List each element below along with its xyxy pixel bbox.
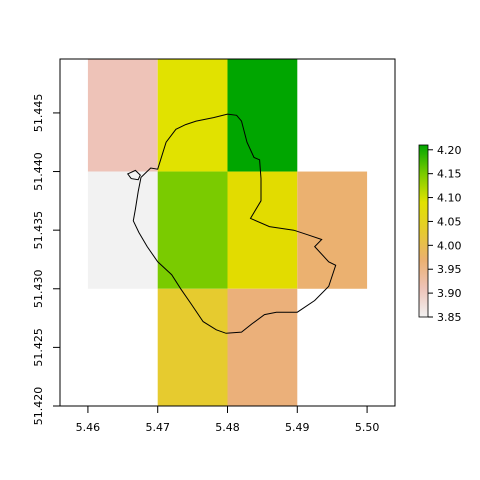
x-tick-label: 5.50 [355,421,380,434]
x-tick-label: 5.48 [215,421,240,434]
y-tick-label: 51.425 [32,328,45,367]
legend-tick-label: 3.85 [437,311,462,324]
raster-cell [227,288,298,406]
legend-tick-label: 3.95 [437,263,462,276]
raster-cell [297,171,368,289]
boundary-line [132,113,337,334]
y-tick-label: 51.445 [32,94,45,133]
legend-tick-label: 4.10 [437,192,462,205]
raster-cell [227,59,298,172]
x-axis: 5.46 5.47 5.48 5.49 5.50 [76,406,380,434]
y-tick-label: 51.440 [32,152,45,191]
y-axis: 51.420 51.425 51.430 51.435 51.440 51.445 [32,94,60,426]
boundary-outline [126,113,337,334]
raster-cell [157,288,228,406]
y-tick-label: 51.420 [32,387,45,426]
y-tick-label: 51.435 [32,211,45,250]
raster-cell [227,171,298,289]
x-tick-label: 5.49 [285,421,310,434]
raster-cell [87,171,158,289]
legend-colorbar [418,144,429,318]
x-tick-label: 5.47 [145,421,170,434]
raster-cells [87,59,368,406]
legend-tick-label: 4.00 [437,239,462,252]
x-tick-label: 5.46 [76,421,101,434]
legend-tick-label: 4.05 [437,215,462,228]
raster-cell [157,171,228,289]
legend-tick-label: 3.90 [437,287,462,300]
legend-tick-label: 4.20 [437,144,462,157]
color-legend: 3.85 3.90 3.95 4.00 4.05 4.10 4.15 4.20 [418,144,462,324]
raster-cell [87,59,158,172]
y-tick-label: 51.430 [32,270,45,309]
raster-cell [157,59,228,172]
boundary-islet [126,169,141,181]
legend-tick-label: 4.15 [437,168,462,181]
